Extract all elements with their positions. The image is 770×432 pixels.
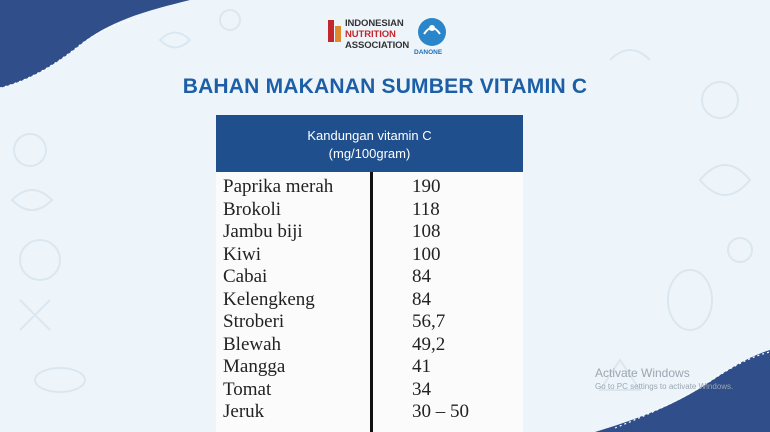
table-row: Paprika merah 190 [216,176,523,199]
vitamin-c-value: 34 [412,378,431,400]
vitamin-c-value: 100 [412,243,441,265]
food-name: Cabai [223,266,268,287]
food-name: Blewah [223,333,282,355]
logo-line-1: INDONESIAN [345,18,404,29]
association-name: INDONESIAN NUTRITION ASSOCIATION [345,18,409,51]
slide-title: BAHAN MAKANAN SUMBER VITAMIN C [182,75,588,98]
nutrition-association-logo: INDONESIAN NUTRITION ASSOCIATION DANONE [328,14,452,60]
food-name: Tomat [223,378,272,400]
vitamin-c-value: 190 [412,176,441,197]
food-name: Brokoli [223,198,282,220]
vitamin-c-value: 118 [412,198,440,220]
food-name: Stroberi [223,311,285,332]
food-name: Mangga [223,356,286,377]
partner-name: DANONE [414,49,443,56]
table-row: Kiwi 100 [216,244,523,267]
watermark-line-1: Activate Windows [595,366,690,380]
table-header: Kandungan vitamin C (mg/100gram) [216,115,523,172]
association-mark-icon [328,20,341,42]
logo-line-3: ASSOCIATION [345,40,410,51]
vitamin-c-value: 56,7 [412,311,446,332]
vitamin-c-value: 49,2 [412,333,446,355]
table-row: Jeruk 30 – 50 [216,401,523,424]
corner-wave-bottom-right [595,350,770,432]
activate-windows-watermark: Activate Windows Go to PC settings to ac… [595,366,733,391]
table-row: Kelengkeng 84 [216,289,523,312]
vitamin-c-value: 84 [412,266,431,287]
table-row: Jambu biji 108 [216,221,523,244]
vitamin-c-value: 108 [412,221,441,242]
food-name: Paprika merah [223,176,334,197]
table-rows: Paprika merah 190 Brokoli 118 Jambu biji 108 K… [216,176,523,424]
header-line-2: (mg/100gram) [328,146,411,161]
table-row: Brokoli 118 [216,199,523,222]
food-name: Kelengkeng [223,288,315,310]
food-name: Jambu biji [223,221,303,242]
danone-logo-icon [418,18,446,46]
table-row: Tomat 34 [216,379,523,402]
corner-wave-top-left [0,0,190,88]
vitamin-c-value: 30 – 50 [412,401,469,422]
vitamin-c-value: 84 [412,288,431,310]
food-name: Jeruk [223,401,265,422]
vitamin-c-table: Kandungan vitamin C (mg/100gram) Paprika… [216,115,523,432]
column-divider [370,172,373,432]
table-row: Blewah 49,2 [216,334,523,357]
table-row: Mangga 41 [216,356,523,379]
logo-line-2: NUTRITION [345,29,396,40]
table-row: Cabai 84 [216,266,523,289]
watermark-line-2: Go to PC settings to activate Windows. [595,382,734,391]
table-row: Stroberi 56,7 [216,311,523,334]
vitamin-c-value: 41 [412,356,431,377]
header-line-1: Kandungan vitamin C [307,128,432,143]
food-name: Kiwi [223,243,261,265]
